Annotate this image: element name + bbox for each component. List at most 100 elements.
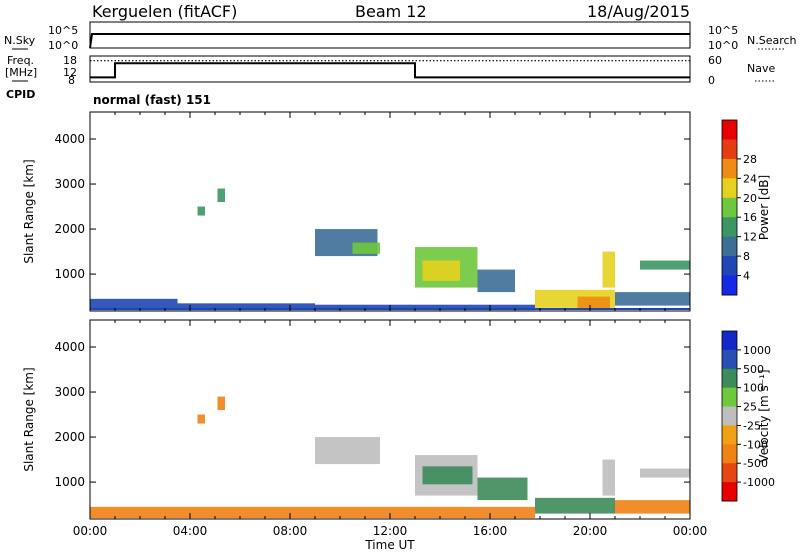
colorbar-frame <box>721 119 738 296</box>
data-patch-0 <box>217 188 225 203</box>
y-axis-label: Slant Range [km] <box>22 367 36 471</box>
colorbar-tick-label: 25 <box>743 401 757 414</box>
colorbar-label: Power [dB] <box>757 175 771 240</box>
colorbar-tick-label: -500 <box>743 457 768 470</box>
y-tick-label: 1000 <box>54 475 85 489</box>
nave-tick-0: 0 <box>708 74 715 87</box>
y-tick-label: 2000 <box>54 222 85 236</box>
colorbar-step <box>722 178 737 199</box>
data-patch-5 <box>422 260 460 281</box>
colorbar-step <box>722 158 737 179</box>
power-panel: 1000 2000 3000 4000 Slant Range [km] 4 8 12 16 20… <box>22 111 771 312</box>
data-patch-11 <box>640 260 690 270</box>
colorbar-step <box>722 331 737 351</box>
data-patch-7 <box>602 459 615 496</box>
data-patch-4 <box>422 466 473 485</box>
data-patch-8 <box>577 296 610 310</box>
data-patch-3 <box>352 242 380 254</box>
colorbar-step <box>722 217 737 238</box>
colorbar-step <box>722 236 737 257</box>
x-tick-label: 00:00 <box>673 524 708 538</box>
colorbar-step <box>722 482 737 502</box>
colorbar-step <box>722 444 737 464</box>
x-tick-label: 20:00 <box>573 524 608 538</box>
colorbar-tick-label: 20 <box>743 192 757 205</box>
colorbar-tick-label: 8 <box>743 250 750 263</box>
velocity-panel: 1000 2000 3000 4000 Slant Range [km] 00:00 04:… <box>22 319 775 552</box>
data-patch-2 <box>315 437 380 465</box>
y-tick-label: 2000 <box>54 430 85 444</box>
x-axis-label: Time UT <box>364 538 415 552</box>
colorbar-frame <box>721 330 738 502</box>
cpid-value: normal (fast) 151 <box>93 93 211 107</box>
beam-title: Beam 12 <box>355 2 427 21</box>
colorbar-step <box>722 349 737 370</box>
data-patch-9 <box>640 468 690 478</box>
colorbar-step <box>722 425 737 445</box>
colorbar-tick-label: 28 <box>743 153 757 166</box>
plot-area <box>90 112 690 311</box>
y-tick-label: 4000 <box>54 340 85 354</box>
nave-label: Nave <box>747 62 775 75</box>
data-patch-10 <box>90 506 535 519</box>
colorbar-tick-label: 24 <box>743 172 757 185</box>
colorbar-step <box>722 139 737 160</box>
colorbar-tick-label: -1000 <box>743 476 775 489</box>
data-patch-9 <box>602 251 615 288</box>
y-tick-label: 3000 <box>54 177 85 191</box>
x-tick-label: 08:00 <box>273 524 308 538</box>
x-tick-label: 00:00 <box>73 524 108 538</box>
y-tick-label: 1000 <box>54 267 85 281</box>
x-tick-label: 16:00 <box>473 524 508 538</box>
freq-label-line1: Freq. <box>7 54 34 67</box>
data-patch-8 <box>615 500 690 514</box>
data-patch-0 <box>217 396 225 411</box>
colorbar-step <box>722 387 737 408</box>
colorbar-tick-label: 1000 <box>743 344 771 357</box>
nave-tick-60: 60 <box>708 54 722 67</box>
data-patch-1 <box>197 414 205 424</box>
date-title: 18/Aug/2015 <box>587 2 690 21</box>
nsearch-tick-top: 10^5 <box>708 24 738 37</box>
colorbar-step <box>722 463 737 483</box>
y-axis-label: Slant Range [km] <box>22 159 36 263</box>
x-tick-label: 12:00 <box>373 524 408 538</box>
data-patch-6 <box>535 497 615 514</box>
colorbar-label: Velocity [m s⁻¹] <box>757 369 771 462</box>
data-patch-1 <box>197 206 205 216</box>
cpid-label: CPID <box>6 88 35 101</box>
colorbar-tick-label: 12 <box>743 231 757 244</box>
colorbar-step <box>722 368 737 389</box>
colorbar-tick-label: 4 <box>743 270 750 283</box>
x-tick-label: 04:00 <box>173 524 208 538</box>
data-patch-10 <box>615 292 690 306</box>
colorbar-tick-label: -100 <box>743 438 768 451</box>
data-patch-5 <box>477 477 528 501</box>
nsky-tick-top: 10^5 <box>48 24 78 37</box>
colorbar-tick-label: -25 <box>743 419 761 432</box>
colorbar-step <box>722 256 737 277</box>
freq-tick-12: 12 <box>63 66 77 79</box>
freq-tick-8: 8 <box>68 74 75 87</box>
data-patch-14 <box>315 304 535 311</box>
station-title: Kerguelen (fitACF) <box>92 2 237 21</box>
colorbar-tick-label: 16 <box>743 211 757 224</box>
nsky-panel: 10^5 10^0 10^5 10^0 N.Sky N.Search <box>4 21 797 52</box>
colorbar-step <box>722 406 737 426</box>
plot-area <box>90 320 690 519</box>
nsky-label: N.Sky <box>4 34 36 47</box>
freq-panel: 18 12 8 60 0 Freq. [MHz] Nave CPID norma… <box>5 54 775 107</box>
nsearch-tick-bottom: 10^0 <box>708 39 738 52</box>
colorbar-tick-label: 100 <box>743 382 764 395</box>
y-tick-label: 3000 <box>54 385 85 399</box>
data-patch-13 <box>177 303 315 311</box>
colorbar-tick-label: 500 <box>743 363 764 376</box>
freq-tick-18: 18 <box>63 54 77 67</box>
colorbar-step <box>722 197 737 218</box>
nsearch-label: N.Search <box>747 34 797 47</box>
colorbar-step <box>722 120 737 140</box>
data-patch-12 <box>90 298 178 311</box>
y-tick-label: 4000 <box>54 132 85 146</box>
freq-trace <box>90 62 690 79</box>
